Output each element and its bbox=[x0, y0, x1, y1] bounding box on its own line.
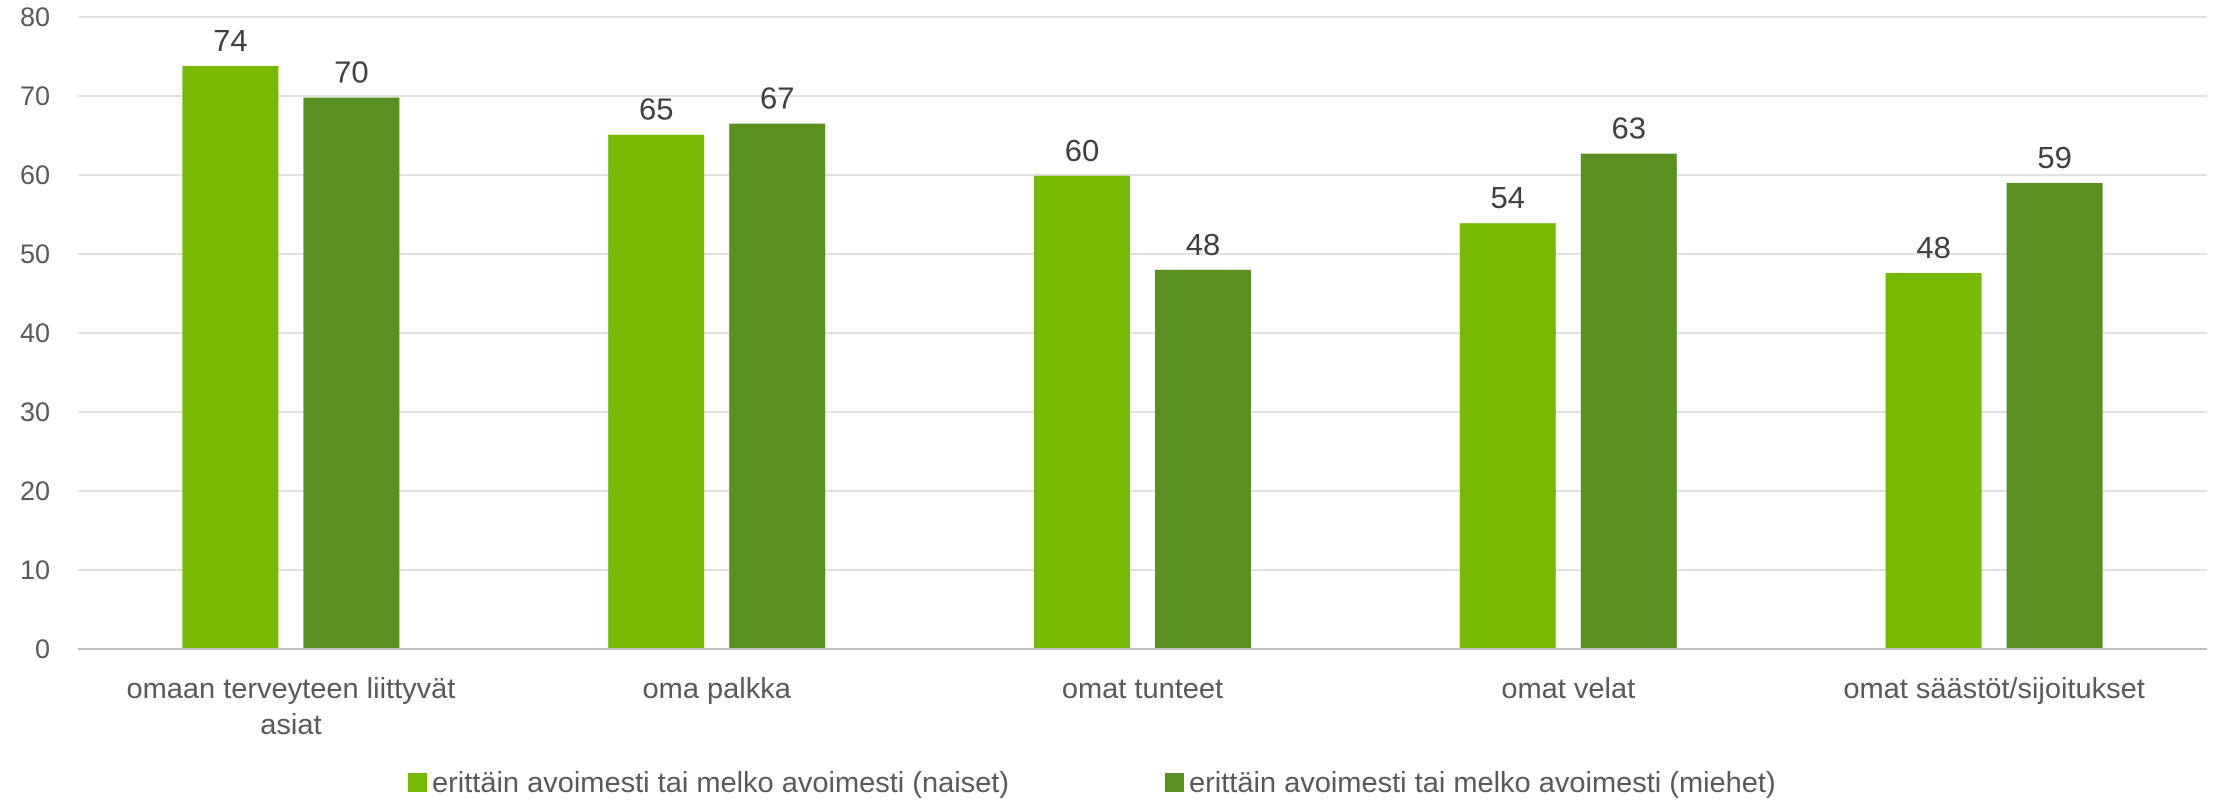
data-label: 74 bbox=[213, 23, 247, 58]
data-label: 70 bbox=[334, 55, 368, 90]
data-label: 59 bbox=[2037, 140, 2071, 175]
category-label: omat säästöt/sijoitukset bbox=[1843, 673, 2144, 705]
legend-label: erittäin avoimesti tai melko avoimesti (… bbox=[1189, 767, 1776, 799]
bar bbox=[729, 123, 826, 649]
y-tick-label: 20 bbox=[20, 476, 50, 506]
legend: erittäin avoimesti tai melko avoimesti (… bbox=[408, 767, 1776, 799]
category-label: omaan terveyteen liittyvät asiat bbox=[126, 673, 455, 741]
y-tick-label: 40 bbox=[20, 318, 50, 348]
bar bbox=[608, 134, 705, 649]
bar bbox=[303, 97, 400, 649]
category-labels: omaan terveyteen liittyvät asiat oma palkk… bbox=[126, 673, 2144, 741]
data-label: 63 bbox=[1612, 111, 1646, 146]
bar bbox=[182, 65, 279, 650]
y-tick-label: 30 bbox=[20, 397, 50, 427]
bar bbox=[1034, 175, 1130, 650]
y-tick-label: 80 bbox=[20, 2, 50, 32]
y-axis-tick-labels: 0 10 20 30 40 50 60 70 80 bbox=[20, 2, 50, 664]
bar bbox=[1459, 223, 1556, 649]
bars bbox=[182, 65, 2103, 650]
data-label: 60 bbox=[1065, 133, 1099, 168]
y-tick-label: 50 bbox=[20, 239, 50, 269]
data-label: 67 bbox=[760, 81, 794, 116]
category-label: omat velat bbox=[1501, 673, 1635, 705]
legend-swatch bbox=[408, 773, 427, 792]
category-label: omat tunteet bbox=[1062, 673, 1223, 705]
legend-swatch bbox=[1165, 773, 1184, 792]
y-tick-label: 60 bbox=[20, 160, 50, 190]
category-label: oma palkka bbox=[643, 673, 792, 705]
data-label: 65 bbox=[639, 92, 673, 127]
legend-label: erittäin avoimesti tai melko avoimesti (… bbox=[432, 767, 1009, 799]
bar bbox=[1155, 269, 1251, 649]
gridlines bbox=[78, 16, 2207, 571]
data-label: 54 bbox=[1491, 180, 1525, 215]
y-tick-label: 0 bbox=[35, 634, 50, 664]
bar bbox=[2006, 182, 2103, 649]
data-labels: 74 70 65 67 60 48 54 63 48 59 bbox=[213, 23, 2072, 265]
data-label: 48 bbox=[1186, 227, 1220, 262]
data-label: 48 bbox=[1916, 230, 1950, 265]
y-tick-label: 70 bbox=[20, 81, 50, 111]
bar bbox=[1885, 272, 1982, 649]
bar bbox=[1580, 153, 1677, 650]
y-tick-label: 10 bbox=[20, 555, 50, 585]
